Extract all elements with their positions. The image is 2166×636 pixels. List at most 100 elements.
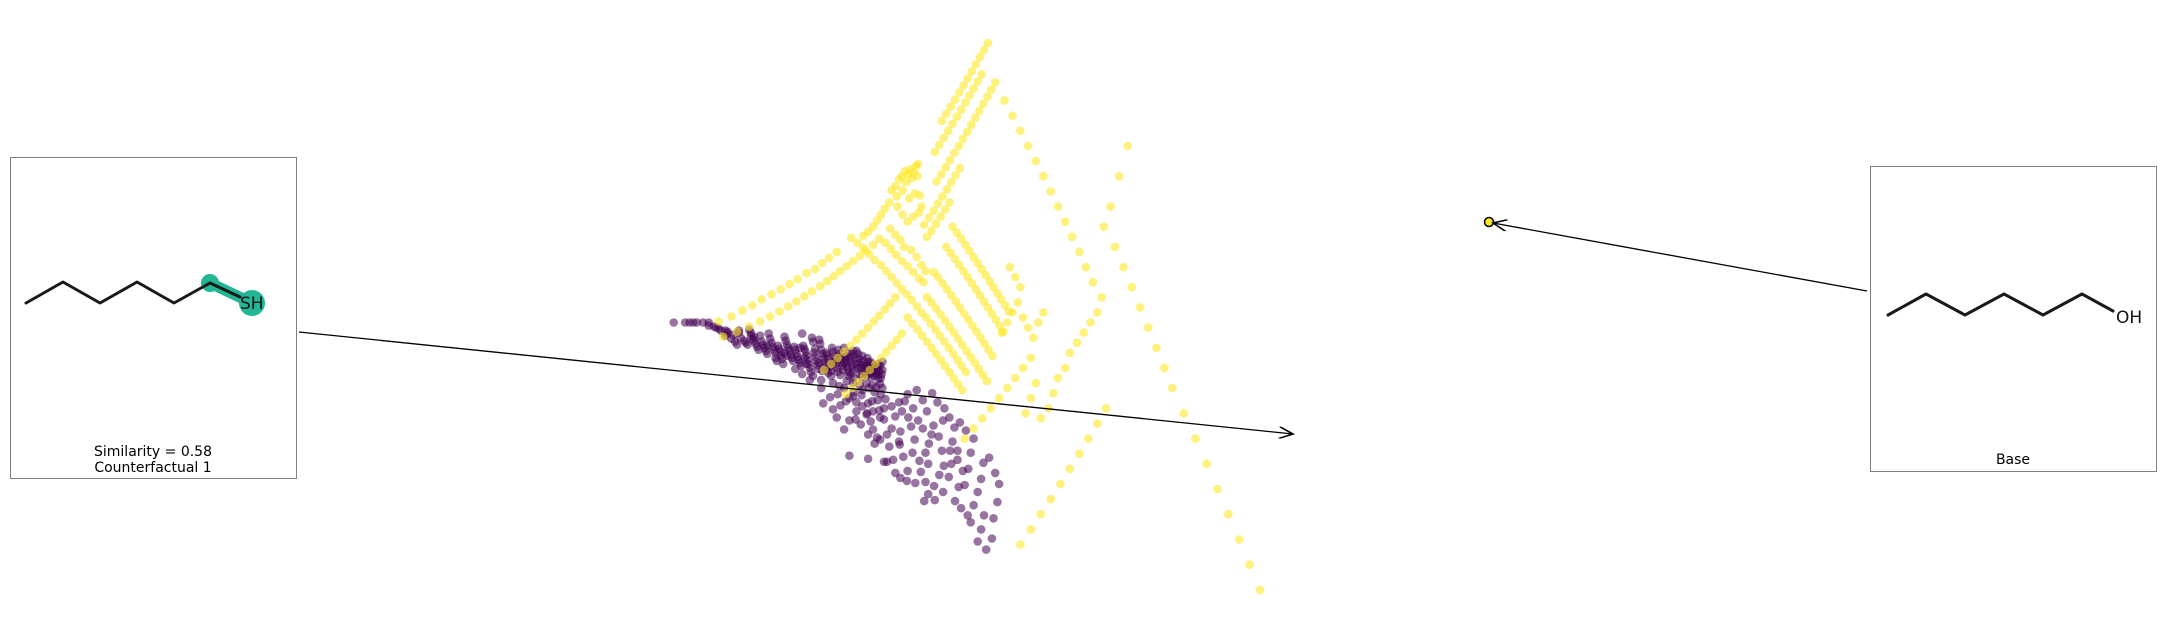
- scatter-point-class-1: [940, 205, 950, 214]
- scatter-point-class-1: [887, 341, 896, 351]
- scatter-point-class-1: [1046, 187, 1055, 196]
- scatter-point-class-1: [966, 120, 976, 130]
- scatter-point-class-1: [948, 222, 957, 231]
- scatter-point-class-0: [879, 415, 889, 424]
- scatter-point-class-1: [807, 287, 817, 296]
- scatter-point-class-1: [881, 238, 890, 248]
- scatter-point-class-1: [938, 192, 947, 201]
- scatter-point-class-0: [963, 511, 972, 520]
- scatter-point-class-0: [939, 461, 949, 471]
- scatter-point-class-1: [1110, 242, 1120, 252]
- scatter-point-class-1: [1010, 272, 1020, 282]
- scatter-point-class-1: [732, 327, 742, 336]
- scatter-point-class-0: [749, 332, 759, 342]
- scatter-point-class-1: [956, 234, 966, 244]
- scatter-point-class-1: [822, 276, 832, 286]
- scatter-point-class-1: [961, 98, 970, 107]
- scatter-point-class-1: [727, 312, 736, 321]
- scatter-point-class-0: [908, 404, 918, 413]
- scatter-point-class-1: [936, 355, 945, 365]
- scatter-point-class-0: [810, 344, 820, 354]
- scatter-point-class-1: [961, 367, 971, 377]
- scatter-points: [669, 38, 1265, 595]
- scatter-point-class-1: [940, 361, 950, 371]
- scatter-point-class-1: [1088, 277, 1098, 287]
- scatter-point-class-1: [842, 261, 852, 271]
- scatter-point-class-1: [919, 220, 929, 229]
- scatter-point-class-1: [855, 251, 865, 261]
- scatter-point-class-0: [833, 389, 842, 399]
- scatter-point-class-1: [908, 319, 917, 328]
- scatter-point-class-0: [953, 455, 962, 465]
- scatter-point-class-1: [958, 385, 967, 395]
- scatter-point-class-0: [692, 318, 702, 327]
- scatter-point-class-1: [924, 213, 934, 222]
- scatter-point-class-1: [936, 310, 945, 319]
- scatter-point-class-1: [858, 329, 867, 338]
- scatter-point-class-1: [986, 404, 995, 413]
- scatter-point-class-1: [951, 297, 960, 306]
- scatter-point-class-0: [955, 418, 965, 427]
- scatter-point-class-0: [832, 413, 841, 422]
- scatter-point-class-1: [848, 256, 858, 266]
- scatter-point-class-1: [1023, 323, 1033, 332]
- scatter-point-class-1: [1023, 141, 1033, 151]
- scatter-point-class-1: [965, 246, 974, 256]
- scatter-point-class-1: [899, 242, 909, 252]
- scatter-point-class-0: [828, 378, 838, 388]
- scatter-point-class-1: [978, 370, 988, 380]
- scatter-point-class-1: [846, 341, 855, 351]
- scatter-point-class-1: [938, 278, 947, 288]
- scatter-point-class-1: [875, 234, 884, 244]
- scatter-point-class-1: [714, 317, 723, 326]
- base-caption: Base: [1996, 452, 2030, 468]
- scatter-point-class-1: [935, 140, 944, 150]
- scatter-point-class-1: [897, 256, 907, 266]
- scatter-point-class-1: [897, 329, 907, 338]
- scatter-point-class-1: [882, 266, 891, 276]
- scatter-point-class-0: [989, 514, 998, 523]
- scatter-point-class-1: [891, 250, 901, 260]
- scatter-point-class-0: [882, 457, 892, 467]
- base-arrow: [1493, 223, 1868, 292]
- scatter-point-class-1: [868, 240, 878, 250]
- scatter-point-class-1: [1097, 293, 1106, 302]
- scatter-point-class-1: [903, 261, 912, 271]
- scatter-point-class-1: [776, 285, 785, 294]
- scatter-point-class-1: [793, 274, 802, 284]
- base-frame: [1870, 166, 2157, 472]
- scatter-point-class-1: [892, 278, 902, 288]
- scatter-point-class-1: [775, 307, 784, 316]
- scatter-point-class-0: [912, 385, 921, 395]
- scatter-point-class-0: [852, 346, 861, 356]
- scatter-point-class-0: [984, 453, 994, 463]
- scatter-point-class-1: [946, 248, 955, 258]
- scatter-point-class-0: [836, 401, 845, 410]
- scatter-point-class-1: [1168, 383, 1177, 393]
- scatter-point-class-0: [870, 387, 879, 397]
- counterfactual-frame: [10, 157, 297, 479]
- scatter-point-class-1: [1026, 525, 1036, 534]
- scatter-point-class-1: [1067, 232, 1077, 242]
- scatter-point-class-0: [669, 318, 678, 327]
- scatter-point-class-1: [865, 365, 875, 375]
- scatter-point-class-1: [936, 169, 946, 179]
- scatter-point-class-1: [963, 74, 972, 83]
- scatter-point-class-1: [1202, 459, 1211, 469]
- scatter-point-class-1: [912, 302, 921, 311]
- scatter-point-class-0: [743, 340, 752, 350]
- scatter-point-class-0: [966, 518, 975, 527]
- scatter-point-class-1: [955, 163, 965, 173]
- scatter-point-class-0: [863, 454, 873, 464]
- scatter-point-class-0: [828, 405, 838, 414]
- scatter-point-class-1: [853, 377, 863, 387]
- scatter-point-class-0: [891, 412, 900, 421]
- scatter-point-class-1: [892, 192, 902, 201]
- scatter-point-class-1: [903, 313, 912, 322]
- scatter-point-class-0: [797, 369, 807, 379]
- scatter-point-class-1: [1101, 404, 1111, 413]
- scatter-point-class-0: [903, 466, 912, 476]
- scatter-point-class-1: [975, 52, 985, 62]
- scatter-point-class-0: [896, 473, 905, 483]
- scatter-point-class-1: [1031, 378, 1041, 388]
